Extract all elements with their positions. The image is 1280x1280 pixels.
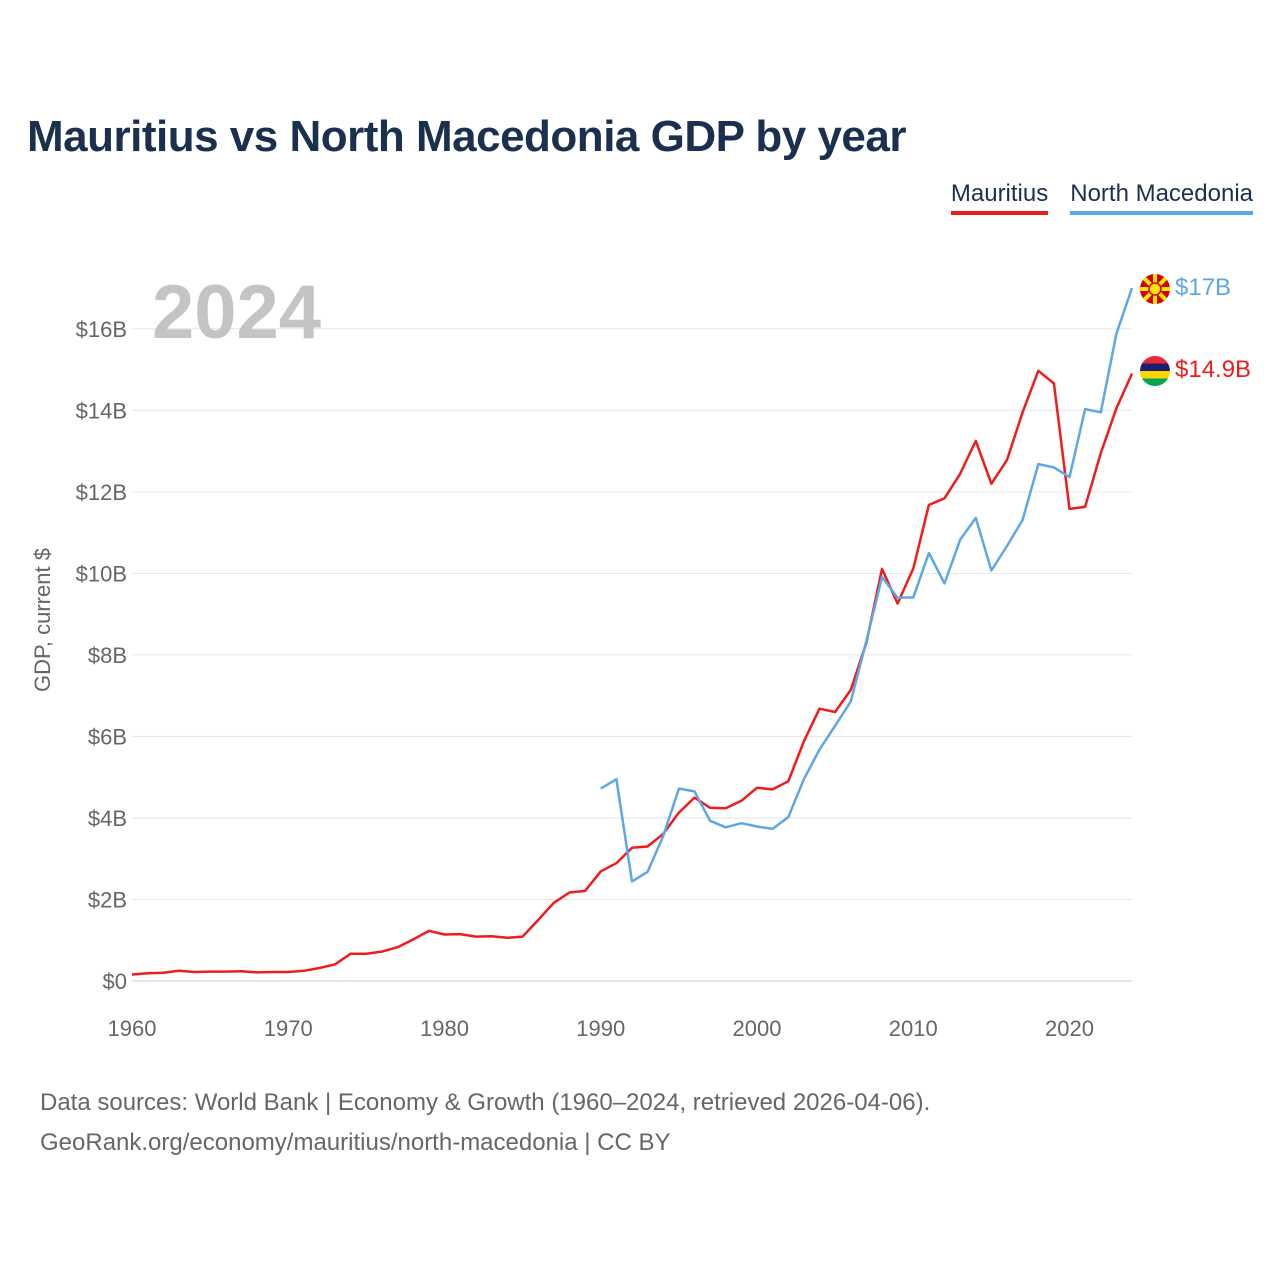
x-tick-label: 1960: [108, 1016, 157, 1041]
end-label-mauritius: $14.9B: [1175, 356, 1251, 383]
y-tick-label: $8B: [88, 643, 127, 668]
x-tick-label: 1970: [264, 1016, 313, 1041]
y-tick-label: $12B: [76, 480, 127, 505]
chart-title: Mauritius vs North Macedonia GDP by year: [27, 112, 907, 161]
end-label-north-macedonia: $17B: [1175, 274, 1231, 301]
legend-item-mauritius[interactable]: Mauritius: [950, 180, 1049, 215]
x-axis-ticks: 1960 1970 1980 1990 2000 2010 2020: [108, 1016, 1094, 1041]
y-tick-label: $10B: [76, 561, 127, 586]
series-line-north-macedonia: [600, 287, 1134, 883]
legend: Mauritius North Macedonia: [950, 180, 1253, 215]
data-sources-text: Data sources: World Bank | Economy & Gro…: [40, 1089, 931, 1116]
y-axis-ticks: $0 $2B $4B $6B $8B $10B $12B $14B $16B: [76, 317, 127, 994]
x-tick-label: 2020: [1045, 1016, 1094, 1041]
y-tick-label: $4B: [88, 806, 127, 831]
x-tick-label: 1980: [420, 1016, 469, 1041]
y-tick-label: $14B: [76, 398, 127, 423]
y-tick-label: $0: [103, 969, 127, 994]
y-tick-label: $16B: [76, 317, 127, 342]
x-tick-label: 1990: [576, 1016, 625, 1041]
north-macedonia-flag-icon: [1140, 274, 1170, 304]
y-tick-label: $6B: [88, 724, 127, 749]
series-line-mauritius: [131, 369, 1134, 976]
line-chart: 2024 $0 $2B $4B $6B $8B $10B $12B $14B $16B 1960…: [30, 270, 1251, 1041]
year-watermark: 2024: [152, 270, 321, 355]
gridlines: [132, 328, 1132, 982]
y-axis-label: GDP, current $: [30, 548, 55, 692]
mauritius-flag-icon: [1140, 356, 1170, 386]
x-tick-label: 2010: [889, 1016, 938, 1041]
legend-item-north-macedonia[interactable]: North Macedonia: [1070, 180, 1253, 215]
x-tick-label: 2000: [733, 1016, 782, 1041]
y-tick-label: $2B: [88, 887, 127, 912]
attribution-link[interactable]: GeoRank.org/economy/mauritius/north-mace…: [40, 1129, 671, 1156]
footer: Data sources: World Bank | Economy & Gro…: [40, 1083, 930, 1163]
